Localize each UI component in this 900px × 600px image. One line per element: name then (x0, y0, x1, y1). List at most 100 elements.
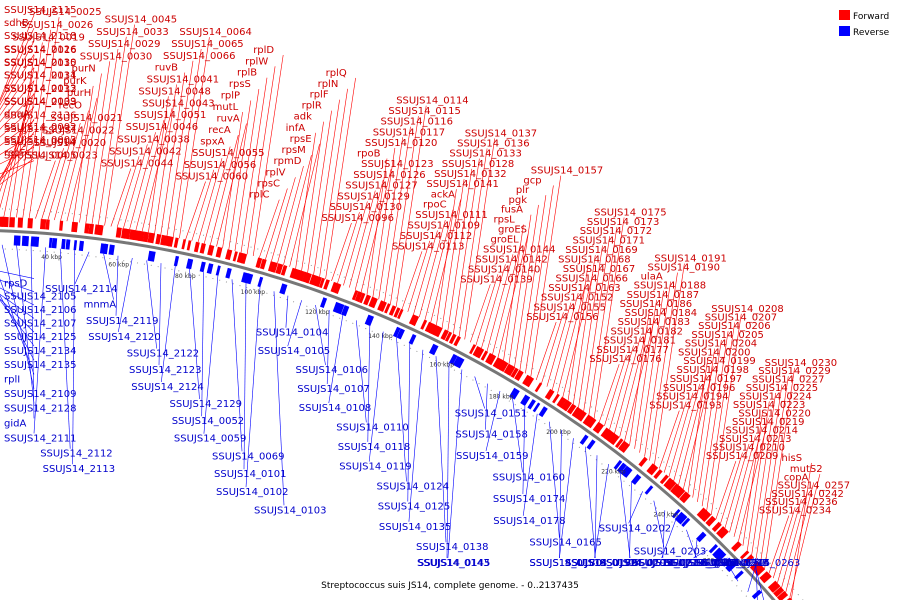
reverse-leader-line (723, 557, 739, 582)
forward-gene-label: SSUJS14_0064 (179, 27, 252, 38)
forward-feature (611, 435, 620, 446)
forward-leader-line (781, 490, 808, 588)
scale-label: 260 kbp (703, 557, 728, 564)
forward-leader-line (791, 462, 812, 599)
reverse-leader-line (559, 438, 574, 559)
forward-leader-line (654, 263, 685, 465)
forward-feature (354, 291, 363, 303)
forward-feature (167, 236, 174, 247)
forward-gene-label: SSUJS14_0209 (706, 451, 779, 462)
reverse-leader-line (725, 557, 729, 571)
forward-gene-label: purH (67, 88, 91, 99)
forward-feature (199, 243, 206, 254)
forward-gene-label: SSUJS14_0038 (117, 134, 189, 145)
forward-feature (207, 244, 215, 256)
forward-leader-line (687, 357, 709, 494)
forward-gene-label: rplB (237, 68, 257, 79)
forward-gene-label: SSUJS14_0022 (42, 126, 115, 137)
scale-label: 80 kbp (175, 273, 196, 280)
forward-gene-label: SSUJS14_0176 (589, 354, 662, 365)
forward-gene-label: SSUJS14_0169 (565, 245, 638, 256)
reverse-leader-line (287, 300, 302, 347)
forward-gene-label: SSUJS14_0029 (88, 39, 161, 50)
forward-feature (663, 477, 675, 490)
reverse-leader-line (16, 245, 35, 404)
forward-leader-line (271, 177, 296, 262)
reverse-leader-line (407, 343, 411, 502)
forward-gene-label: SSUJS14_0163 (548, 283, 621, 294)
forward-feature (607, 432, 619, 445)
forward-feature (448, 333, 457, 345)
forward-leader-line (234, 89, 260, 252)
forward-leader-line (514, 204, 539, 367)
forward-gene-label: SSUJS14_0140 (468, 264, 541, 275)
reverse-leader-line (231, 279, 243, 452)
forward-feature (603, 429, 615, 442)
forward-feature (743, 554, 754, 565)
reverse-gene-label: rpmF (726, 558, 752, 569)
reverse-leader-line (752, 557, 765, 600)
forward-leader-line (711, 313, 742, 515)
forward-feature (472, 346, 482, 358)
reverse-feature (364, 314, 374, 327)
forward-feature (646, 463, 657, 474)
forward-feature (653, 469, 663, 480)
forward-feature (740, 550, 750, 560)
forward-gene-label: SSUJS14_2137 (4, 124, 77, 135)
forward-feature (621, 442, 630, 453)
reverse-feature (257, 276, 264, 288)
reverse-feature (206, 263, 214, 274)
forward-feature (560, 399, 572, 412)
forward-gene-label: SSUJS14_0213 (719, 434, 792, 445)
reverse-gene-label: SSUJS14_2106 (4, 305, 77, 316)
map-caption: Streptococcus suis JS14, complete genome… (321, 581, 579, 591)
forward-leader-line (185, 181, 206, 240)
forward-leader-line (79, 73, 102, 223)
forward-gene-label: SSUJS14_2136 (4, 111, 77, 122)
forward-gene-label: ruvB (155, 63, 178, 74)
reverse-gene-label: SSUJS14_0201 (600, 558, 673, 569)
forward-feature (9, 217, 15, 228)
forward-gene-label: rplR (302, 101, 322, 112)
forward-gene-label: SSUJS14_0157 (531, 166, 604, 177)
reverse-leader-line (59, 248, 71, 449)
forward-gene-label: SSUJS14_0019 (12, 33, 85, 44)
reverse-gene-label: SSUJS14_0125 (378, 502, 451, 513)
reverse-feature (579, 434, 589, 445)
reverse-gene-label: SSUJS14_0235 (664, 558, 737, 569)
forward-gene-label: mutL (213, 102, 239, 113)
forward-leader-line (325, 77, 356, 279)
forward-leader-line (0, 133, 35, 155)
forward-gene-label: SSUJS14_0139 (460, 274, 533, 285)
forward-leader-line (419, 220, 446, 318)
forward-gene-label: SSUJS14_0128 (442, 159, 515, 170)
forward-gene-label: SSUJS14_0199 (683, 356, 756, 367)
forward-leader-line (148, 96, 169, 233)
genome-backbone (0, 229, 776, 600)
forward-gene-label: SSUJS14_0042 (109, 146, 182, 157)
reverse-feature (586, 439, 596, 450)
forward-feature (215, 246, 223, 258)
forward-leader-line (22, 29, 52, 218)
forward-leader-line (593, 217, 625, 419)
forward-feature (759, 571, 772, 583)
reverse-leader-line (103, 253, 114, 300)
reverse-gene-label: SSUJS14_0135 (379, 522, 452, 533)
forward-gene-label: sdhB (4, 18, 29, 29)
forward-gene-label: purN (72, 64, 96, 75)
forward-gene-label: hisS (781, 453, 802, 464)
forward-feature (638, 456, 648, 467)
reverse-leader-line (189, 268, 200, 400)
scale-label: 140 kbp (368, 333, 393, 340)
forward-gene-label: SSUJS14_0166 (556, 274, 629, 285)
reverse-feature (320, 297, 328, 308)
reverse-gene-label: SSUJS14_2128 (4, 404, 77, 415)
scale-label: 60 kbp (108, 262, 129, 269)
forward-feature (571, 406, 583, 419)
forward-leader-line (738, 418, 769, 542)
forward-leader-line (768, 515, 790, 574)
forward-feature (323, 279, 330, 290)
reverse-feature (527, 399, 536, 410)
forward-leader-line (470, 284, 491, 343)
forward-leader-line (384, 126, 411, 302)
